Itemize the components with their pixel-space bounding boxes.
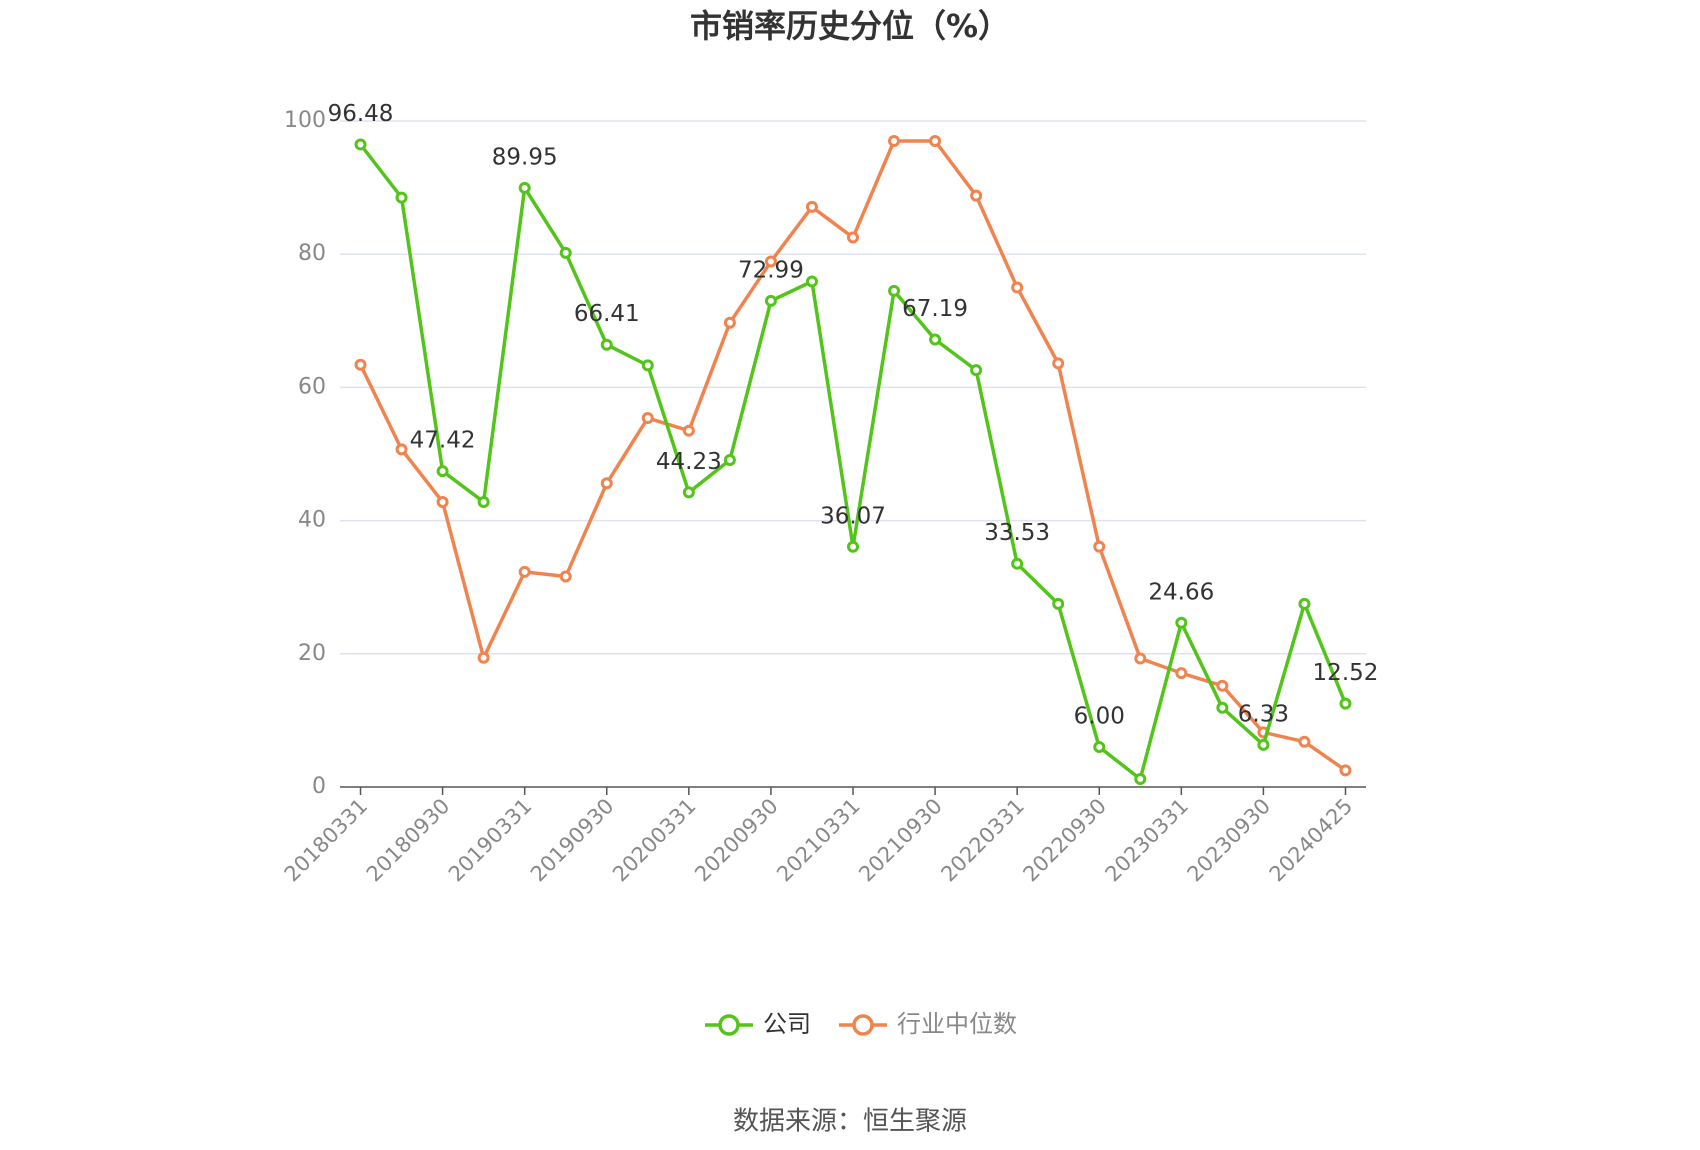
data-point (1175, 667, 1188, 680)
data-point (518, 565, 531, 578)
legend-label: 公司 (763, 1010, 811, 1038)
x-tick-label: 20220331 (936, 794, 1029, 887)
data-point (641, 412, 654, 425)
data-point (1011, 557, 1024, 570)
data-point (1257, 738, 1270, 751)
data-label: 24.66 (1148, 579, 1214, 605)
legend-item[interactable]: 行业中位数 (839, 1010, 1017, 1038)
data-point (1298, 735, 1311, 748)
source-note: 数据来源：恒生聚源 (733, 1107, 967, 1137)
x-tick-label: 20220930 (1018, 794, 1111, 887)
data-label: 96.48 (328, 101, 394, 127)
data-point (1175, 616, 1188, 629)
data-point (723, 316, 736, 329)
data-point (600, 477, 613, 490)
x-tick-label: 20230930 (1183, 794, 1276, 887)
legend-label: 行业中位数 (897, 1010, 1017, 1038)
legend-marker (718, 1014, 740, 1036)
data-point (436, 495, 449, 508)
data-point (1339, 764, 1352, 777)
data-point (888, 284, 901, 297)
data-point (354, 138, 367, 151)
data-point (1052, 357, 1065, 370)
data-point (477, 495, 490, 508)
x-tick-label: 20200930 (690, 794, 783, 887)
data-point (395, 191, 408, 204)
x-tick-label: 20200331 (608, 794, 701, 887)
data-point (929, 134, 942, 147)
data-point (805, 275, 818, 288)
x-tick-label: 20230331 (1101, 794, 1194, 887)
data-point (888, 134, 901, 147)
data-label: 33.53 (984, 520, 1050, 546)
legend-marker (852, 1014, 874, 1036)
data-point (354, 358, 367, 371)
data-point (1216, 701, 1229, 714)
data-point (1011, 281, 1024, 294)
data-point (518, 181, 531, 194)
data-point (764, 294, 777, 307)
data-point (395, 443, 408, 456)
data-label: 44.23 (656, 449, 722, 475)
data-point (682, 424, 695, 437)
x-tick-label: 20210331 (772, 794, 865, 887)
data-label: 12.52 (1313, 660, 1379, 686)
x-tick-label: 20190930 (526, 794, 619, 887)
data-label: 72.99 (738, 257, 804, 283)
data-label: 67.19 (902, 296, 968, 322)
data-point (805, 200, 818, 213)
data-point (559, 246, 572, 259)
y-tick-label: 20 (298, 641, 326, 666)
legend-item[interactable]: 公司 (705, 1010, 811, 1038)
data-point (847, 540, 859, 553)
x-tick-label: 20240425 (1265, 794, 1358, 887)
y-tick-label: 0 (312, 774, 326, 799)
data-label: 89.95 (492, 144, 558, 170)
data-label: 36.07 (820, 503, 886, 529)
y-tick-label: 100 (284, 108, 326, 133)
chart-title: 市销率历史分位（%） (690, 7, 1010, 45)
data-point (436, 465, 449, 478)
data-point (723, 453, 736, 466)
data-point (929, 333, 942, 346)
y-tick-label: 80 (298, 241, 326, 266)
data-point (1134, 652, 1147, 665)
data-point (559, 570, 572, 583)
data-point (682, 486, 695, 499)
x-tick-label: 20210930 (854, 794, 947, 887)
data-point (641, 359, 654, 372)
data-point (600, 338, 613, 351)
x-tick-label: 20180331 (280, 794, 373, 887)
data-point (1339, 697, 1352, 710)
data-point (970, 364, 983, 377)
data-point (1298, 597, 1311, 610)
data-point (970, 189, 983, 202)
y-tick-label: 60 (298, 374, 326, 399)
data-label: 6.00 (1074, 704, 1125, 730)
data-point (1052, 597, 1065, 610)
data-point (1093, 741, 1106, 754)
data-label: 47.42 (410, 428, 476, 454)
x-tick-label: 20180930 (362, 794, 455, 887)
data-point (477, 651, 490, 664)
data-point (764, 255, 777, 268)
data-label: 66.41 (574, 301, 640, 327)
x-tick-label: 20190331 (444, 794, 537, 887)
data-label: 6.33 (1238, 701, 1289, 727)
y-tick-label: 40 (298, 508, 326, 533)
data-point (1093, 540, 1106, 553)
data-point (847, 231, 859, 244)
data-point (1134, 773, 1147, 786)
data-point (1216, 679, 1229, 692)
